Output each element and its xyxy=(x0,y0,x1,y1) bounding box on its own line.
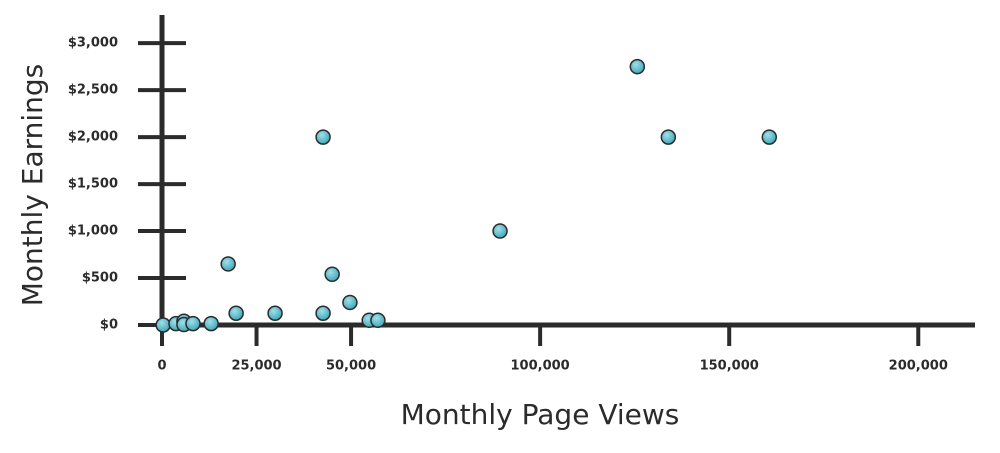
y-axis-title: Monthly Earnings xyxy=(16,64,49,307)
x-axis-title: Monthly Page Views xyxy=(401,398,680,431)
y-tick-label: $2,500 xyxy=(68,83,118,98)
point xyxy=(492,223,508,239)
point xyxy=(660,129,677,145)
point xyxy=(370,312,386,329)
x-tick-label: 0 xyxy=(157,359,166,374)
y-tick-label: $0 xyxy=(100,318,118,333)
point xyxy=(629,58,646,75)
point xyxy=(267,305,283,322)
y-tick-label: $1,000 xyxy=(68,224,118,239)
point xyxy=(155,317,171,333)
point xyxy=(761,129,778,145)
x-tick-label: 150,000 xyxy=(700,359,759,374)
point xyxy=(203,315,219,332)
x-tick-label: 200,000 xyxy=(889,359,948,374)
x-tick-label: 50,000 xyxy=(326,359,376,374)
x-tick-label: 25,000 xyxy=(231,359,281,374)
y-tick-label: $3,000 xyxy=(68,36,118,51)
x-tick-label: 100,000 xyxy=(511,359,570,374)
point xyxy=(324,266,340,283)
y-tick-label: $500 xyxy=(82,271,118,286)
point xyxy=(220,256,236,272)
point xyxy=(228,305,244,322)
point xyxy=(315,129,331,145)
y-tick-label: $2,000 xyxy=(68,130,118,145)
point xyxy=(342,294,358,311)
point xyxy=(185,315,201,332)
y-tick-label: $1,500 xyxy=(68,177,118,192)
point xyxy=(315,305,331,322)
